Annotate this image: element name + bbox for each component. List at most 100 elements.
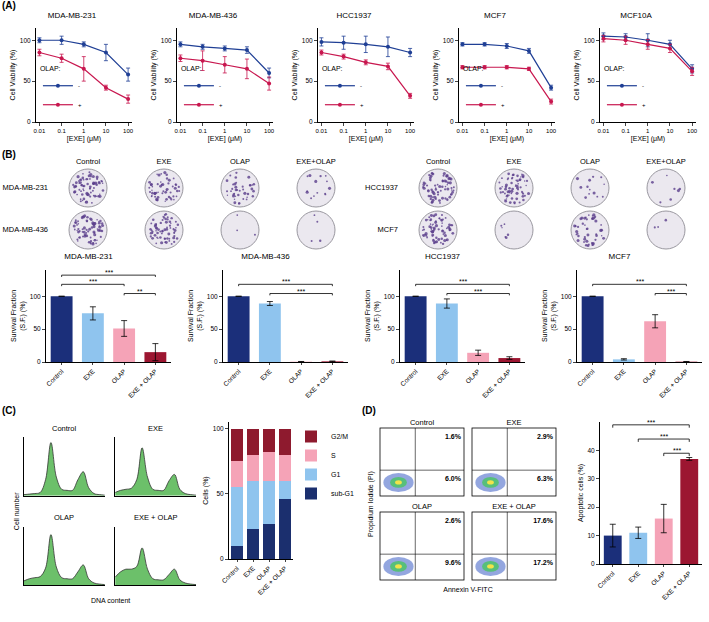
svg-text:EXE + OLAP: EXE + OLAP [256,565,288,597]
svg-text:-: - [501,83,503,89]
svg-text:Control: Control [576,367,596,387]
svg-text:100: 100 [384,293,395,300]
svg-text:OLAP:: OLAP: [463,65,484,72]
svg-text:MDA-MB-436: MDA-MB-436 [189,12,238,20]
svg-text:EXE: EXE [242,564,257,579]
svg-text:Control: Control [220,564,240,584]
svg-text:1: 1 [505,128,509,134]
svg-text:100: 100 [546,128,557,134]
svg-text:Cell Viability (%): Cell Viability (%) [291,50,299,101]
svg-text:Propidium Iodide (PI): Propidium Iodide (PI) [367,471,375,537]
svg-text:OLAP: OLAP [287,368,304,385]
svg-text:50: 50 [305,77,313,84]
svg-text:100: 100 [264,128,275,134]
svg-text:EXE: EXE [148,424,163,433]
svg-text:Annexin V-FITC: Annexin V-FITC [443,586,492,593]
svg-text:2.6%: 2.6% [445,517,462,524]
svg-text:OLAP:: OLAP: [181,65,202,72]
svg-text:EXE + OLAP: EXE + OLAP [661,570,693,602]
svg-text:+: + [501,102,505,108]
svg-text:Survival Fraction(S.F.) (%): Survival Fraction(S.F.) (%) [187,290,204,342]
svg-text:0.01: 0.01 [457,128,469,134]
svg-text:0: 0 [568,358,572,365]
svg-text:100: 100 [584,37,595,44]
svg-text:50: 50 [164,77,172,84]
svg-text:50: 50 [564,325,572,332]
svg-text:-: - [219,83,221,89]
svg-text:Control: Control [596,569,616,589]
svg-text:EXE: EXE [259,367,274,382]
svg-text:HCC1937: HCC1937 [336,12,372,20]
svg-text:10: 10 [587,532,595,539]
svg-text:Control: Control [410,418,435,427]
svg-text:***: *** [459,278,467,285]
svg-text:0: 0 [214,358,218,365]
svg-text:50: 50 [23,77,31,84]
svg-text:***: *** [282,278,290,285]
svg-text:10: 10 [667,128,674,134]
svg-text:***: *** [673,447,681,454]
svg-text:G1: G1 [331,471,340,478]
svg-text:Apoptotic cells (%): Apoptotic cells (%) [577,464,585,522]
svg-text:0: 0 [591,118,595,125]
svg-text:0.1: 0.1 [339,128,348,134]
svg-text:[EXE] (μM): [EXE] (μM) [490,135,524,143]
svg-text:0: 0 [27,118,31,125]
svg-text:+: + [642,102,646,108]
svg-text:***: *** [647,419,655,426]
svg-text:10: 10 [103,128,110,134]
svg-text:OLAP: OLAP [110,368,127,385]
svg-text:2.9%: 2.9% [537,433,554,440]
svg-text:0.01: 0.01 [175,128,187,134]
svg-text:0.01: 0.01 [598,128,610,134]
svg-text:EXE + OLAP: EXE + OLAP [658,368,690,400]
svg-text:MCF7: MCF7 [609,252,631,261]
svg-text:OLAP: OLAP [412,502,432,511]
svg-text:Survival Fraction(S.F.) (%): Survival Fraction(S.F.) (%) [541,290,558,342]
svg-text:0: 0 [37,358,41,365]
svg-text:EXE: EXE [627,569,642,584]
svg-text:MDA-MB-231: MDA-MB-231 [64,252,113,261]
svg-text:-: - [78,83,80,89]
svg-text:***: *** [474,288,482,295]
svg-text:***: *** [667,288,675,295]
svg-text:sub-G1: sub-G1 [331,490,354,497]
svg-text:0.1: 0.1 [480,128,489,134]
svg-text:50: 50 [210,325,218,332]
svg-text:OLAP:: OLAP: [40,65,61,72]
svg-text:***: *** [89,278,97,285]
svg-text:6.3%: 6.3% [537,475,554,482]
svg-text:9.6%: 9.6% [445,559,462,566]
svg-text:100: 100 [302,37,313,44]
svg-text:1: 1 [364,128,368,134]
svg-text:+: + [360,102,364,108]
svg-text:OLAP:: OLAP: [322,65,343,72]
svg-text:50: 50 [587,77,595,84]
svg-text:0: 0 [220,555,224,562]
svg-text:Control: Control [52,424,77,433]
svg-text:G2/M: G2/M [331,433,348,440]
svg-text:[EXE] (μM): [EXE] (μM) [208,135,242,143]
svg-text:EXE + OLAP: EXE + OLAP [134,513,178,522]
svg-text:100: 100 [443,37,454,44]
svg-text:Survival Fraction(S.F.) (%): Survival Fraction(S.F.) (%) [10,290,27,342]
svg-text:Survival Fraction(S.F.) (%): Survival Fraction(S.F.) (%) [364,290,381,342]
svg-text:100: 100 [213,425,224,432]
svg-text:Cell Viability (%): Cell Viability (%) [573,50,581,101]
svg-text:Control: Control [222,367,242,387]
svg-text:0.1: 0.1 [621,128,630,134]
svg-text:100: 100 [20,37,31,44]
svg-text:0: 0 [168,118,172,125]
svg-text:10: 10 [244,128,251,134]
svg-text:S: S [331,452,336,459]
svg-text:0.01: 0.01 [316,128,328,134]
svg-text:17.6%: 17.6% [533,517,554,524]
svg-text:100: 100 [405,128,416,134]
svg-text:MDA-MB-231: MDA-MB-231 [48,12,97,20]
svg-text:OLAP: OLAP [54,513,74,522]
svg-text:30: 30 [587,475,595,482]
svg-text:+: + [78,102,82,108]
svg-text:Control: Control [399,367,419,387]
svg-text:-: - [360,83,362,89]
svg-text:EXE: EXE [82,367,97,382]
